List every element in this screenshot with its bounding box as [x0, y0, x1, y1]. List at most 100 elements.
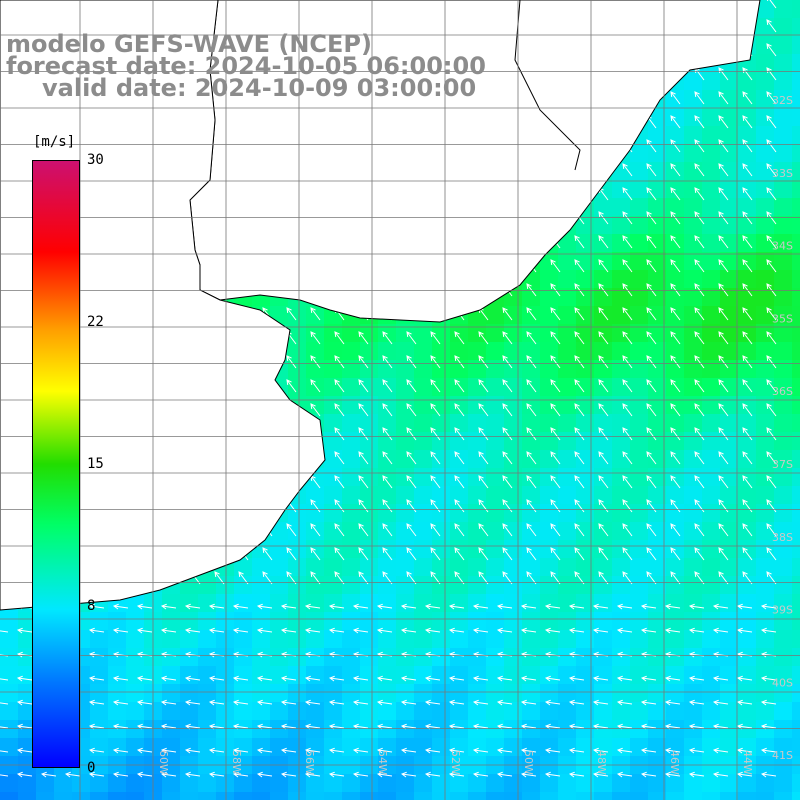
wind-arrow [430, 547, 441, 561]
wind-arrow [526, 475, 537, 489]
wind-arrow [694, 547, 705, 561]
wind-arrow [406, 403, 417, 417]
wind-arrow [286, 547, 297, 561]
wind-arrow [742, 91, 753, 105]
wind-arrow [712, 603, 729, 610]
wind-arrow [184, 603, 201, 610]
wind-arrow [424, 627, 441, 634]
wind-arrow [310, 571, 321, 585]
wind-arrow [742, 523, 753, 537]
wind-arrow [622, 379, 633, 393]
wind-arrow [694, 523, 705, 537]
wind-arrow [766, 475, 777, 489]
wind-arrow [520, 771, 537, 778]
wind-arrow [592, 747, 609, 754]
wind-arrow [382, 547, 393, 561]
wind-arrow [646, 379, 657, 393]
wind-arrow [622, 187, 633, 201]
wind-arrow [358, 499, 369, 513]
wind-arrow [526, 427, 537, 441]
wind-arrow [622, 283, 633, 297]
wind-arrow [550, 379, 561, 393]
wind-arrow [688, 699, 705, 706]
wind-arrow [664, 627, 681, 634]
wind-arrow [400, 675, 417, 682]
wind-arrow [766, 379, 777, 393]
wind-arrow [160, 603, 177, 610]
wind-arrow [574, 523, 585, 537]
wind-arrow [766, 283, 777, 297]
wind-arrow [184, 675, 201, 682]
wind-arrow [112, 675, 129, 682]
wind-arrow [640, 603, 657, 610]
wind-arrow [328, 699, 345, 706]
wind-arrow [430, 571, 441, 585]
wind-arrow [256, 723, 273, 730]
wind-arrow [766, 139, 777, 153]
wind-arrow [550, 547, 561, 561]
wind-arrow [766, 187, 777, 201]
wind-arrow [304, 771, 321, 778]
wind-arrow [622, 163, 633, 177]
wind-arrow [478, 355, 489, 369]
wind-arrow [448, 699, 465, 706]
wind-arrow [550, 571, 561, 585]
wind-arrow [664, 699, 681, 706]
wind-arrow [622, 307, 633, 321]
wind-arrow [382, 571, 393, 585]
wind-arrow [598, 283, 609, 297]
wind-arrow [622, 499, 633, 513]
wind-arrow [736, 699, 753, 706]
wind-arrow [592, 675, 609, 682]
wind-arrow [382, 403, 393, 417]
wind-arrow [310, 523, 321, 537]
wind-arrow [310, 547, 321, 561]
wind-arrow [358, 523, 369, 537]
wind-arrow [430, 355, 441, 369]
wind-arrow [550, 451, 561, 465]
wind-arrow [760, 723, 777, 730]
wind-arrow [310, 379, 321, 393]
wind-arrow [718, 211, 729, 225]
wind-arrow [280, 627, 297, 634]
wind-arrow [736, 603, 753, 610]
wind-arrow [448, 603, 465, 610]
wind-arrow [592, 603, 609, 610]
longitude-label: 58W [230, 750, 243, 775]
wind-arrow [454, 331, 465, 345]
wind-arrow [598, 211, 609, 225]
wind-arrow [334, 499, 345, 513]
wind-arrow [232, 723, 249, 730]
wind-arrow [742, 379, 753, 393]
wind-arrow [430, 451, 441, 465]
wind-arrow [334, 331, 345, 345]
wind-arrow [622, 475, 633, 489]
colorbar-tick-label: 0 [87, 760, 96, 776]
wind-arrow [478, 379, 489, 393]
wind-arrow [622, 259, 633, 273]
wind-arrow [406, 427, 417, 441]
wind-arrow [640, 747, 657, 754]
wind-arrow [454, 427, 465, 441]
wind-arrow [694, 427, 705, 441]
wind-arrow [550, 403, 561, 417]
wind-arrow [520, 699, 537, 706]
wind-arrow [766, 163, 777, 177]
wind-arrow [406, 379, 417, 393]
wind-arrow [670, 547, 681, 561]
wind-arrow [670, 451, 681, 465]
wind-arrow [670, 475, 681, 489]
wind-arrow [742, 187, 753, 201]
wind-arrow [688, 603, 705, 610]
wind-arrow [526, 499, 537, 513]
wind-arrow [352, 747, 369, 754]
wind-arrow [646, 451, 657, 465]
wind-arrow [742, 499, 753, 513]
wind-arrow [430, 523, 441, 537]
wind-arrow [742, 259, 753, 273]
wind-arrow [406, 451, 417, 465]
wind-arrow [334, 427, 345, 441]
wind-arrow [526, 403, 537, 417]
wind-arrow [664, 603, 681, 610]
